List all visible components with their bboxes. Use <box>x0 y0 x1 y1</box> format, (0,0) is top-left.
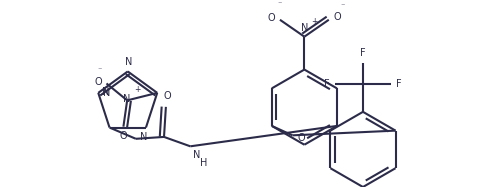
Text: O: O <box>333 12 341 22</box>
Text: N: N <box>140 132 148 142</box>
Text: ⁻: ⁻ <box>340 1 344 10</box>
Text: N: N <box>124 94 131 104</box>
Text: O: O <box>163 91 171 101</box>
Text: F: F <box>360 48 366 58</box>
Text: N: N <box>125 57 132 67</box>
Text: O: O <box>94 77 102 87</box>
Text: N: N <box>102 87 110 97</box>
Text: F: F <box>396 79 401 89</box>
Text: ⁻: ⁻ <box>97 65 102 74</box>
Text: +: + <box>134 85 140 94</box>
Text: N: N <box>103 88 110 98</box>
Text: N: N <box>193 150 200 160</box>
Text: ⁻: ⁻ <box>278 0 282 8</box>
Text: H: H <box>200 158 207 168</box>
Text: F: F <box>324 79 330 89</box>
Text: N: N <box>301 23 308 33</box>
Text: O: O <box>268 13 275 23</box>
Text: O: O <box>297 133 305 143</box>
Text: +: + <box>311 17 317 26</box>
Text: O: O <box>120 131 127 141</box>
